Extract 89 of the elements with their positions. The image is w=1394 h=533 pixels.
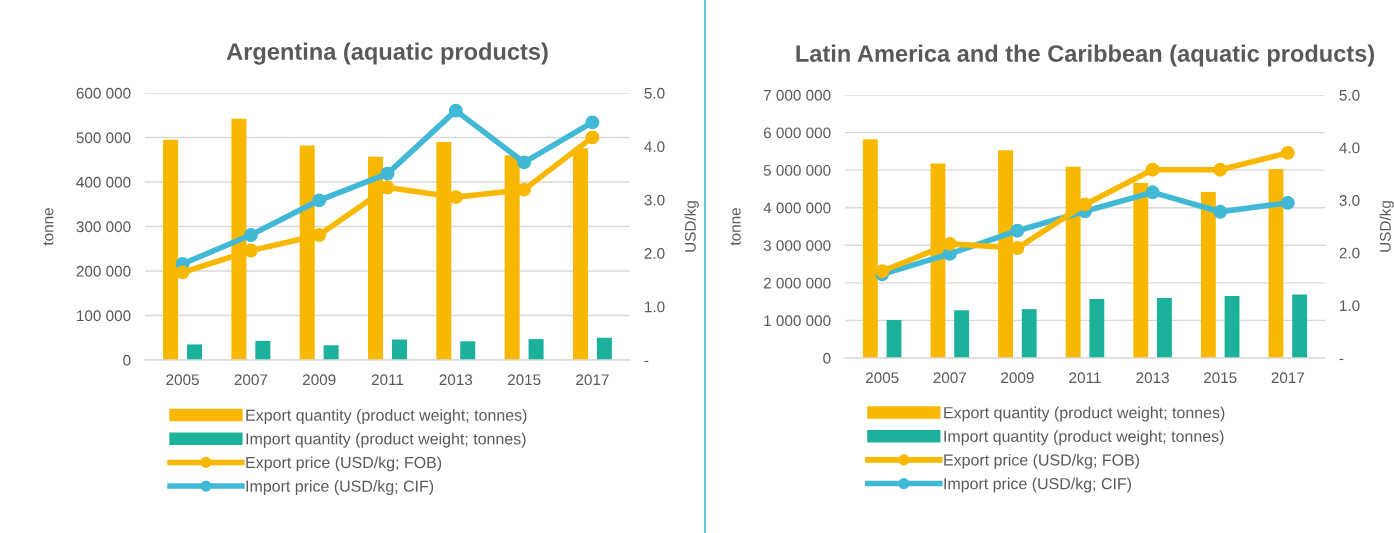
point bbox=[312, 193, 327, 208]
y-tick-label: 3 000 000 bbox=[763, 240, 831, 251]
legend-label: Export quantity (product weight; tonnes) bbox=[246, 409, 527, 424]
y-axis-title: tonne bbox=[730, 208, 741, 246]
x-tick-label: 2017 bbox=[576, 374, 609, 386]
point bbox=[1145, 162, 1160, 177]
x-tick-label: 2015 bbox=[1203, 372, 1237, 384]
bar bbox=[391, 339, 407, 360]
y-tick-label: 200 000 bbox=[76, 265, 131, 277]
bar bbox=[596, 337, 612, 360]
y-tick-label: 400 000 bbox=[76, 176, 131, 188]
y2-tick-label: 4.0 bbox=[644, 141, 665, 153]
y2-tick-label: 3.0 bbox=[1339, 195, 1360, 206]
x-tick-label: 2009 bbox=[302, 374, 336, 386]
point bbox=[1213, 204, 1228, 219]
y2-tick-label: 2.0 bbox=[644, 248, 665, 259]
point bbox=[1280, 145, 1295, 160]
point bbox=[1280, 195, 1295, 210]
point bbox=[243, 228, 258, 242]
point bbox=[1213, 162, 1228, 177]
x-tick-label: 2011 bbox=[371, 374, 404, 386]
y-tick-label: 100 000 bbox=[77, 310, 131, 322]
y2-tick-label: 4.0 bbox=[1339, 142, 1360, 154]
bar bbox=[1268, 169, 1284, 358]
y2-axis-title: USD/kg bbox=[684, 201, 699, 252]
x-tick-label: 2005 bbox=[166, 374, 199, 386]
x-tick-label: 2013 bbox=[439, 374, 473, 386]
y2-tick-label: 3.0 bbox=[644, 194, 665, 206]
y2-tick-label: 1.0 bbox=[1340, 300, 1360, 312]
legend-label: Export price (USD/kg; FOB) bbox=[944, 453, 1140, 469]
y-tick-label: 7 000 000 bbox=[763, 89, 831, 101]
bar bbox=[886, 320, 902, 358]
legend-label: Import price (USD/kg; CIF) bbox=[246, 480, 434, 495]
legend-label: Import price (USD/kg; CIF) bbox=[944, 477, 1132, 493]
legend-label: Import quantity (product weight; tonnes) bbox=[246, 432, 526, 448]
y2-tick-label: 1.0 bbox=[645, 301, 665, 313]
y-tick-label: 600 000 bbox=[76, 87, 131, 99]
y-tick-label: 500 000 bbox=[76, 132, 131, 144]
bar bbox=[1292, 294, 1308, 358]
x-tick-label: 2007 bbox=[933, 372, 967, 384]
bar bbox=[1200, 191, 1216, 358]
point bbox=[380, 166, 395, 181]
y-tick-label: 4 000 000 bbox=[763, 202, 831, 214]
bar bbox=[954, 310, 970, 358]
point bbox=[1078, 197, 1092, 212]
chart-title: Latin America and the Caribbean (aquatic products) bbox=[796, 44, 1374, 67]
bar bbox=[1089, 299, 1105, 358]
x-tick-label: 2007 bbox=[234, 374, 268, 386]
point bbox=[1010, 223, 1025, 238]
point bbox=[312, 228, 327, 242]
point bbox=[517, 182, 532, 197]
x-tick-label: 2015 bbox=[507, 374, 541, 386]
point bbox=[175, 265, 190, 280]
legend-label: Export price (USD/kg; FOB) bbox=[246, 456, 442, 472]
bar bbox=[1157, 297, 1172, 358]
x-tick-label: 2011 bbox=[1069, 372, 1101, 384]
bar bbox=[255, 340, 271, 360]
y-tick-label: 2 000 000 bbox=[763, 277, 831, 289]
y2-tick-label: - bbox=[1339, 358, 1344, 361]
x-tick-label: 2009 bbox=[1001, 372, 1034, 384]
point bbox=[1145, 185, 1160, 200]
point bbox=[585, 115, 600, 130]
y-tick-label: 300 000 bbox=[76, 221, 131, 233]
point bbox=[517, 155, 532, 170]
point bbox=[448, 103, 463, 118]
y-tick-label: 0 bbox=[823, 352, 831, 364]
x-tick-label: 2005 bbox=[865, 372, 899, 384]
y-tick-label: 1 000 000 bbox=[764, 315, 831, 327]
x-tick-label: 2017 bbox=[1271, 372, 1305, 384]
x-tick-label: 2013 bbox=[1136, 372, 1169, 384]
point bbox=[585, 130, 600, 145]
bar bbox=[187, 344, 203, 360]
legend-label: Import quantity (product weight; tonnes) bbox=[944, 430, 1224, 446]
y-tick-label: 0 bbox=[123, 354, 131, 366]
y2-axis-title: USD/kg bbox=[1379, 201, 1394, 252]
y-tick-label: 6 000 000 bbox=[763, 127, 831, 139]
y2-tick-label: 5.0 bbox=[644, 87, 665, 99]
bar bbox=[528, 339, 544, 360]
bar bbox=[1021, 309, 1037, 358]
y2-tick-label: - bbox=[644, 360, 649, 363]
bar bbox=[1224, 296, 1240, 358]
y-axis-title: tonne bbox=[43, 208, 54, 246]
y-tick-label: 5 000 000 bbox=[763, 165, 831, 176]
y2-tick-label: 2.0 bbox=[1339, 247, 1360, 259]
legend-label: Export quantity (product weight; tonnes) bbox=[944, 406, 1225, 422]
bar bbox=[460, 341, 476, 360]
chart-title: Argentina (aquatic products) bbox=[226, 42, 548, 65]
bar bbox=[323, 345, 339, 360]
y2-tick-label: 5.0 bbox=[1339, 89, 1360, 101]
